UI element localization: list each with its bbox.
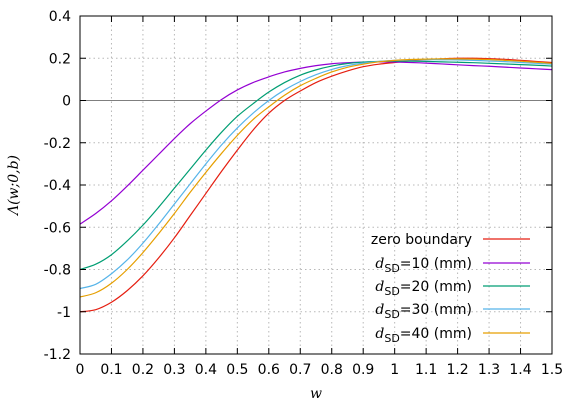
legend-label-subscript: SD xyxy=(384,308,399,321)
series-line-4 xyxy=(79,58,553,298)
x-tick-label: 0.9 xyxy=(352,362,374,378)
series-line-0 xyxy=(79,57,553,313)
legend-label-var: d xyxy=(375,256,384,272)
legend-label-var: d xyxy=(375,302,384,318)
x-tick-label: 1 xyxy=(390,362,399,378)
legend-label-2: dSD=20 (mm) xyxy=(375,279,472,298)
x-tick-label: 0.8 xyxy=(321,362,343,378)
legend-label-subscript: SD xyxy=(384,332,399,345)
y-tick-label: 0.4 xyxy=(49,9,71,25)
legend-label-1: dSD=10 (mm) xyxy=(375,256,472,275)
x-tick-label: 1.2 xyxy=(446,362,468,378)
series-line-2 xyxy=(79,60,553,271)
y-tick-label: -1.2 xyxy=(44,347,71,363)
x-tick-label: 0.1 xyxy=(100,362,122,378)
x-tick-label: 0 xyxy=(76,362,85,378)
x-tick-label: 0.5 xyxy=(226,362,248,378)
legend-label-rest: =30 (mm) xyxy=(400,302,472,318)
x-tick-label: 1.4 xyxy=(509,362,531,378)
x-tick-label: 0.2 xyxy=(132,362,154,378)
x-tick-label: 1.3 xyxy=(478,362,500,378)
axis-ticks xyxy=(79,15,553,355)
legend-label-0: zero boundary xyxy=(371,232,472,248)
legend-label-var: d xyxy=(375,279,384,295)
y-tick-label: 0 xyxy=(62,94,71,110)
legend-label-rest: =10 (mm) xyxy=(400,256,472,272)
x-tick-label: 0.7 xyxy=(289,362,311,378)
y-tick-labels: 0.4 0.2 0 -0.2 -0.4 -0.6 -0.8 -1 -1.2 xyxy=(44,9,71,363)
legend-label-subscript: SD xyxy=(384,285,399,298)
x-tick-label: 1.1 xyxy=(415,362,437,378)
series-layer xyxy=(79,57,553,313)
legend-label-rest: =40 (mm) xyxy=(400,326,472,342)
y-tick-label: 0.2 xyxy=(49,51,71,67)
y-tick-label: -0.8 xyxy=(44,263,71,279)
legend-label-var: d xyxy=(375,326,384,342)
x-tick-label: 1.5 xyxy=(541,362,563,378)
x-tick-label: 0.4 xyxy=(195,362,217,378)
series-line-1 xyxy=(79,61,553,225)
legend-label-rest: =20 (mm) xyxy=(400,279,472,295)
x-tick-label: 0.6 xyxy=(258,362,280,378)
y-tick-label: -0.2 xyxy=(44,136,71,152)
y-tick-label: -0.4 xyxy=(44,178,71,194)
legend-label-4: dSD=40 (mm) xyxy=(375,326,472,345)
x-tick-label: 0.3 xyxy=(163,362,185,378)
y-axis-title: Λ(w;0,b) xyxy=(6,155,22,217)
y-tick-label: -0.6 xyxy=(44,220,71,236)
series-line-3 xyxy=(79,59,553,290)
y-tick-label: -1 xyxy=(57,305,71,321)
x-tick-labels: 0 0.1 0.2 0.3 0.4 0.5 0.6 0.7 0.8 0.9 1 1.1 1.2 1.3 1.… xyxy=(76,362,564,378)
x-axis-title: w xyxy=(310,386,322,402)
legend-label-3: dSD=30 (mm) xyxy=(375,302,472,321)
legend-label-subscript: SD xyxy=(384,262,399,275)
grid-lines xyxy=(80,16,552,354)
